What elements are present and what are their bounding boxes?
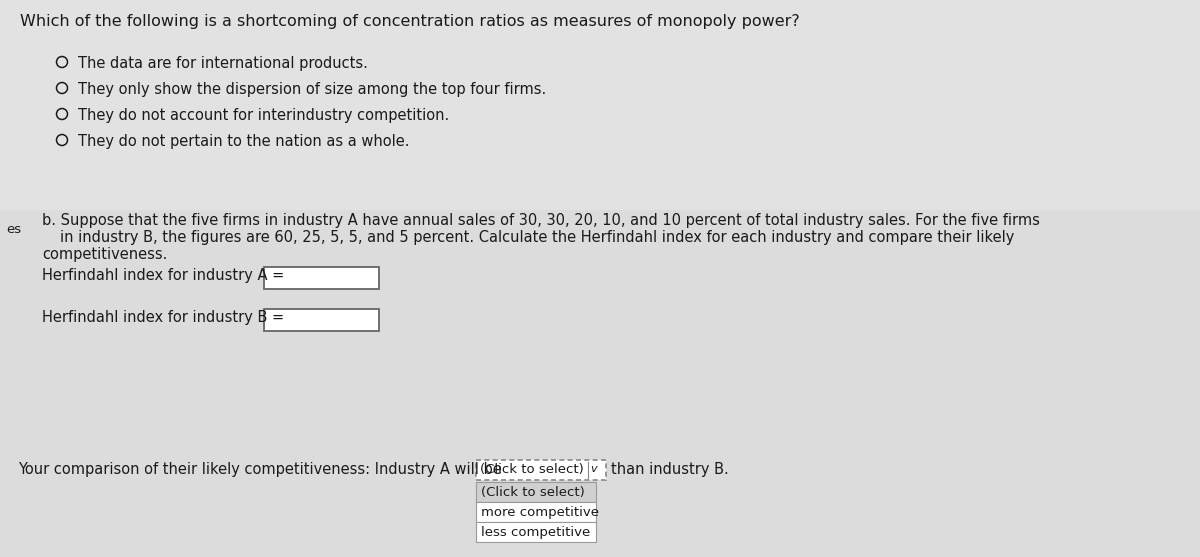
Text: than industry B.: than industry B. <box>611 462 728 477</box>
Text: Herfindahl index for industry B =: Herfindahl index for industry B = <box>42 310 284 325</box>
Text: competitiveness.: competitiveness. <box>42 247 167 262</box>
Text: They do not pertain to the nation as a whole.: They do not pertain to the nation as a w… <box>78 134 409 149</box>
Text: They only show the dispersion of size among the top four firms.: They only show the dispersion of size am… <box>78 82 546 97</box>
Text: They do not account for interindustry competition.: They do not account for interindustry co… <box>78 108 449 123</box>
FancyBboxPatch shape <box>264 267 379 289</box>
Text: less competitive: less competitive <box>481 526 590 539</box>
Text: The data are for international products.: The data are for international products. <box>78 56 368 71</box>
Text: Which of the following is a shortcoming of concentration ratios as measures of m: Which of the following is a shortcoming … <box>20 14 799 29</box>
Text: (Click to select): (Click to select) <box>481 486 584 499</box>
FancyBboxPatch shape <box>476 522 596 542</box>
Text: Your comparison of their likely competitiveness: Industry A will be: Your comparison of their likely competit… <box>18 462 502 477</box>
Text: Herfindahl index for industry A =: Herfindahl index for industry A = <box>42 268 284 283</box>
Text: in industry B, the figures are 60, 25, 5, 5, and 5 percent. Calculate the Herfin: in industry B, the figures are 60, 25, 5… <box>60 230 1014 245</box>
Text: es: es <box>6 223 22 236</box>
FancyBboxPatch shape <box>476 482 596 502</box>
Text: (Click to select): (Click to select) <box>480 463 583 476</box>
FancyBboxPatch shape <box>264 309 379 331</box>
Text: v: v <box>590 464 596 474</box>
FancyBboxPatch shape <box>0 210 1200 557</box>
FancyBboxPatch shape <box>476 502 596 522</box>
Text: more competitive: more competitive <box>481 506 599 519</box>
FancyBboxPatch shape <box>476 460 606 480</box>
Text: b. Suppose that the five firms in industry A have annual sales of 30, 30, 20, 10: b. Suppose that the five firms in indust… <box>42 213 1040 228</box>
